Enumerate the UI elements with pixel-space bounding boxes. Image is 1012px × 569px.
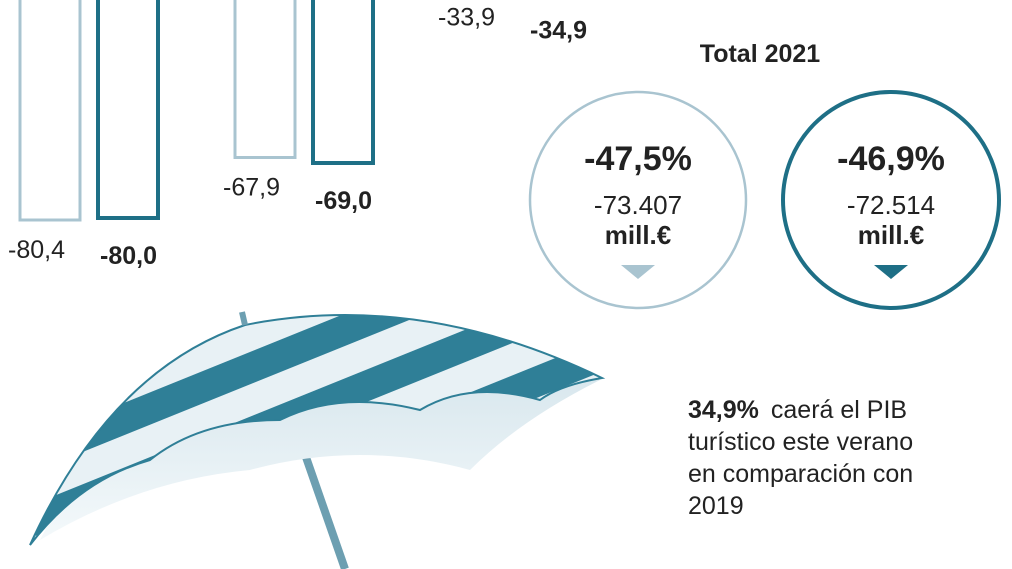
value-label: -34,9 bbox=[530, 17, 587, 45]
value-label: -69,0 bbox=[315, 187, 372, 215]
bar-chart: -80,4 -67,9 -33,9 -80,0 -69,0 -34,9 bbox=[8, 0, 587, 270]
total-unit: mill.€ bbox=[858, 220, 924, 250]
total-unit: mill.€ bbox=[605, 220, 671, 250]
note-line: turístico este verano bbox=[688, 428, 913, 456]
value-label: -80,0 bbox=[100, 242, 157, 270]
bar bbox=[18, 0, 82, 222]
down-arrow bbox=[621, 265, 655, 279]
note: 34,9% caerá el PIB turístico este verano en… bbox=[688, 396, 913, 520]
total-circle bbox=[781, 90, 1001, 310]
down-arrow bbox=[874, 265, 908, 279]
total-percent: -47,5% bbox=[584, 140, 692, 178]
total-amount: -72.514 bbox=[847, 190, 935, 220]
total-percent: -46,9% bbox=[837, 140, 945, 178]
total-circle bbox=[528, 90, 748, 310]
umbrella-illustration bbox=[29, 311, 606, 569]
note-line: 2019 bbox=[688, 492, 744, 520]
bar bbox=[96, 0, 160, 220]
value-label: -67,9 bbox=[223, 174, 280, 202]
totals-title: Total 2021 bbox=[700, 40, 821, 68]
value-label: -80,4 bbox=[8, 236, 65, 264]
bar bbox=[233, 0, 297, 159]
value-label: -33,9 bbox=[438, 4, 495, 32]
total-amount: -73.407 bbox=[594, 190, 682, 220]
note-line: caerá el PIB bbox=[771, 396, 907, 424]
note-line: en comparación con bbox=[688, 460, 913, 488]
note-highlight: 34,9% bbox=[688, 396, 759, 424]
bar bbox=[311, 0, 375, 165]
